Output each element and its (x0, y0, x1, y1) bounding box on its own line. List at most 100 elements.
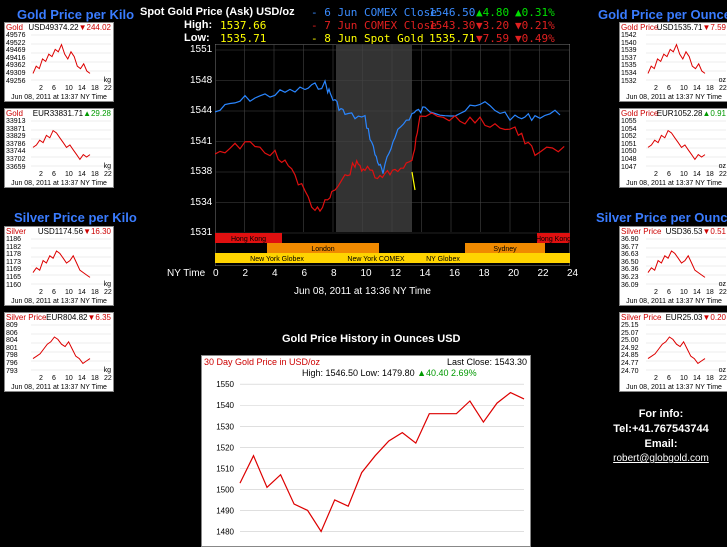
left-widget-3-xtick: 2 (39, 375, 43, 382)
left-widget-1-xtick: 2 (39, 171, 43, 178)
main-xtick: 14 (420, 268, 431, 279)
high-label: High: (184, 19, 212, 31)
main-xtick: 6 (302, 268, 308, 279)
ny-time-label: NY Time (167, 268, 205, 279)
silver-per-kilo-title: Silver Price per Kilo (14, 210, 137, 225)
right-widget-0-xtick: 22 (719, 85, 727, 92)
high-value: 1537.66 (220, 19, 266, 32)
session-ny-globex-evening (473, 253, 570, 263)
history-ytick: 1490 (216, 506, 234, 515)
email-label: Email: (596, 438, 726, 450)
left-widget-0-price-line (33, 45, 90, 74)
left-widget-0-xtick: 10 (65, 85, 73, 92)
right-widget-2-xtick: 2 (654, 289, 658, 296)
main-xtick: 2 (243, 268, 249, 279)
telephone: Tel:+41.767543744 (596, 423, 726, 435)
main-ytick: 1548 (190, 75, 212, 86)
right-widget-2-unit: oz (719, 281, 726, 288)
session-ny-globex-afternoon-label: NY Globex (426, 256, 460, 263)
right-widget-3-xtick: 6 (667, 375, 671, 382)
right-widget-0-xtick: 14 (693, 85, 701, 92)
left-widget-0-xtick: 22 (104, 85, 112, 92)
main-ytick: 1551 (190, 44, 212, 55)
left-widget-3-unit: kg (104, 367, 111, 374)
header-row-percent: ▼0.21% (515, 19, 555, 32)
right-widget-3-xtick: 18 (706, 375, 714, 382)
right-widget-0-price-line (648, 45, 705, 74)
email-link[interactable]: robert@globgold.com (596, 453, 726, 464)
header-row-percent: ▲0.31% (515, 6, 555, 19)
header-row-label: - 6 Jun COMEX Close (311, 6, 437, 19)
left-widget-2-xtick: 2 (39, 289, 43, 296)
right-widget-2-xtick: 14 (693, 289, 701, 296)
main-xtick: 16 (449, 268, 460, 279)
session-sydney: Sydney (465, 243, 545, 253)
header-row-label: - 7 Jun COMEX Close (311, 19, 437, 32)
right-widget-0-xtick: 18 (706, 85, 714, 92)
gold-per-kilo-title: Gold Price per Kilo (17, 7, 134, 22)
right-widget-3-price-line (648, 337, 705, 363)
left-widget-2-unit: kg (104, 281, 111, 288)
right-widget-0-footer: Jun 08, 2011 at 13:37 NY Time (620, 94, 727, 101)
right-widget-2-xtick: 10 (680, 289, 688, 296)
left-widget-3-xtick: 14 (78, 375, 86, 382)
left-widget-3-footer: Jun 08, 2011 at 13:37 NY Time (5, 384, 113, 391)
main-ytick: 1534 (190, 197, 212, 208)
left-widget-3-xtick: 6 (52, 375, 56, 382)
right-widget-2-footer: Jun 08, 2011 at 13:37 NY Time (620, 298, 727, 305)
history-heading: Gold Price History in Ounces USD (282, 333, 461, 345)
header-row-change: ▼3.20 (476, 19, 509, 32)
left-widget-3-xtick: 22 (104, 375, 112, 382)
left-widget-2-xtick: 10 (65, 289, 73, 296)
main-xtick: 22 (538, 268, 549, 279)
right-widget-1-xtick: 18 (706, 171, 714, 178)
right-widget-0-xtick: 10 (680, 85, 688, 92)
right-widget-0-xtick: 6 (667, 85, 671, 92)
session-hong-kong-evening: Hong Kong (536, 233, 570, 243)
history-chart-panel: 30 Day Gold Price in USD/oz Last Close: … (201, 355, 531, 547)
right-widget-3-xtick: 2 (654, 375, 658, 382)
main-ytick: 1531 (190, 227, 212, 238)
left-widget-2-xtick: 22 (104, 289, 112, 296)
left-widget-0-xtick: 6 (52, 85, 56, 92)
right-widget-3-xtick: 10 (680, 375, 688, 382)
session-ny-comex-label: New York COMEX (347, 256, 405, 263)
right-widget-1-xtick: 6 (667, 171, 671, 178)
session-ny-comex: New York COMEX (339, 253, 413, 263)
right-widget-3-xtick: 14 (693, 375, 701, 382)
session-london-label: London (311, 246, 334, 253)
main-ytick: 1544 (190, 105, 212, 116)
header-row-price: 1543.30 (429, 19, 475, 32)
header-row-price: 1546.50 (429, 6, 475, 19)
left-widget-0-xtick: 2 (39, 85, 43, 92)
right-widget-1-price-line (648, 131, 705, 160)
left-widget-2-price-line (33, 251, 90, 277)
gold-per-ounce-title: Gold Price per Ounce (598, 7, 727, 22)
session-ny-globex: New York Globex (215, 253, 339, 263)
low-label: Low: (184, 32, 210, 44)
right-widget-0-unit: oz (719, 77, 726, 84)
left-widget-1-unit: kg (104, 163, 111, 170)
left-widget-3-xtick: 18 (91, 375, 99, 382)
right-widget-2-xtick: 18 (706, 289, 714, 296)
left-widget-1-xtick: 6 (52, 171, 56, 178)
history-ytick: 1520 (216, 443, 234, 452)
left-widget-2-xtick: 14 (78, 289, 86, 296)
right-widget-3-footer: Jun 08, 2011 at 13:37 NY Time (620, 384, 727, 391)
history-ytick: 1480 (216, 527, 234, 536)
history-ytick: 1550 (216, 380, 234, 389)
header-row-change: ▲4.80 (476, 6, 509, 19)
right-widget-1-footer: Jun 08, 2011 at 13:37 NY Time (620, 180, 727, 187)
left-widget-1-xtick: 22 (104, 171, 112, 178)
right-widget-2-price-line (648, 251, 705, 277)
right-widget-2-xtick: 22 (719, 289, 727, 296)
